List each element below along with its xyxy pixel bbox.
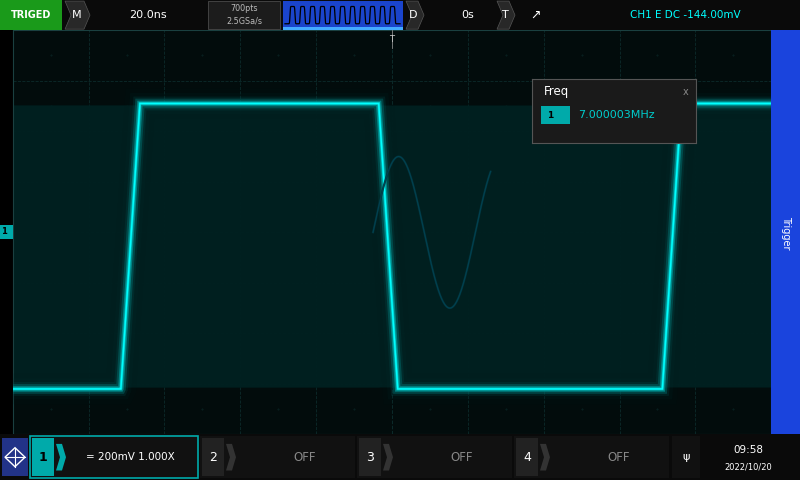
Text: 1: 1 xyxy=(547,111,554,120)
Polygon shape xyxy=(406,1,424,29)
Text: 2.5GSa/s: 2.5GSa/s xyxy=(226,16,262,25)
Text: 09:58: 09:58 xyxy=(733,444,763,455)
Text: 700pts: 700pts xyxy=(230,4,258,13)
Text: OFF: OFF xyxy=(294,451,316,464)
Text: Trigger: Trigger xyxy=(781,216,790,249)
Text: = 200mV 1.000X: = 200mV 1.000X xyxy=(86,452,174,462)
Text: TRIGED: TRIGED xyxy=(11,10,51,20)
Bar xyxy=(202,438,224,476)
Text: 2022/10/20: 2022/10/20 xyxy=(724,462,772,471)
Text: 1: 1 xyxy=(1,228,7,236)
Text: T: T xyxy=(502,10,508,20)
Bar xyxy=(2,438,28,476)
Polygon shape xyxy=(226,444,236,470)
Bar xyxy=(541,106,570,124)
Text: ψ: ψ xyxy=(682,452,690,462)
Polygon shape xyxy=(56,444,66,470)
Text: OFF: OFF xyxy=(450,451,474,464)
Text: 3: 3 xyxy=(366,451,374,464)
Text: 20.0ns: 20.0ns xyxy=(129,10,167,20)
Polygon shape xyxy=(540,444,550,470)
Text: 4: 4 xyxy=(523,451,531,464)
Polygon shape xyxy=(383,444,393,470)
Text: T: T xyxy=(390,36,394,44)
Text: 1: 1 xyxy=(38,451,47,464)
Text: CH1 E DC -144.00mV: CH1 E DC -144.00mV xyxy=(630,10,740,20)
Bar xyxy=(672,436,700,478)
Text: 2: 2 xyxy=(209,451,217,464)
Text: Freq: Freq xyxy=(544,85,569,98)
Bar xyxy=(200,436,355,478)
Text: 7.000003MHz: 7.000003MHz xyxy=(578,110,655,120)
Text: D: D xyxy=(409,10,418,20)
Text: ↗: ↗ xyxy=(530,9,542,22)
Text: OFF: OFF xyxy=(608,451,630,464)
Text: x: x xyxy=(682,86,688,96)
Bar xyxy=(0,0,62,30)
Text: 0s: 0s xyxy=(462,10,474,20)
Bar xyxy=(283,1,403,29)
Text: M: M xyxy=(72,10,82,20)
Bar xyxy=(32,438,54,476)
Bar xyxy=(30,436,198,478)
Text: ◆: ◆ xyxy=(782,213,790,223)
Bar xyxy=(359,438,381,476)
Polygon shape xyxy=(65,1,90,29)
Bar xyxy=(516,438,538,476)
Bar xyxy=(357,436,512,478)
Bar xyxy=(514,436,669,478)
Bar xyxy=(283,27,403,30)
Polygon shape xyxy=(497,1,515,29)
Bar xyxy=(208,1,280,29)
